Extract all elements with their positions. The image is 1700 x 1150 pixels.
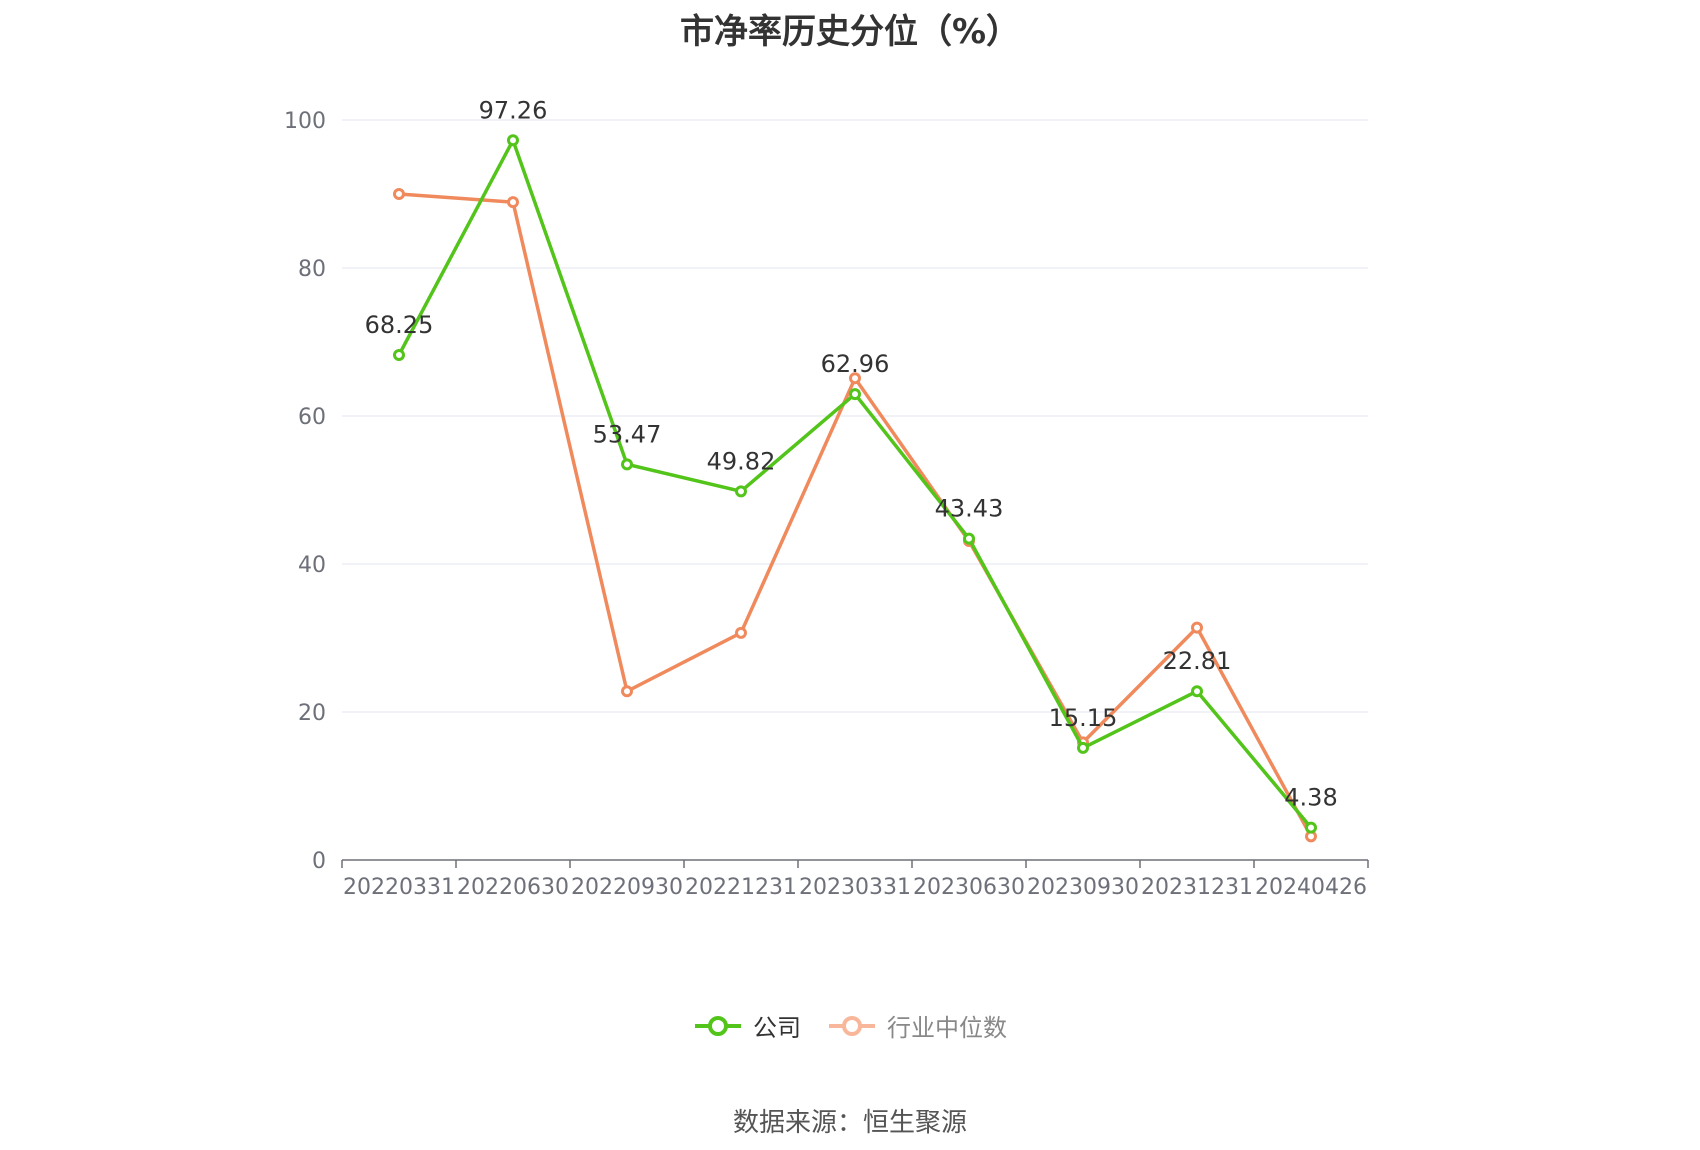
y-tick-label: 0 (312, 849, 326, 874)
company-point (1077, 741, 1089, 754)
industry-point (393, 188, 405, 200)
data-label: 62.96 (821, 350, 890, 378)
company-point (1191, 685, 1203, 698)
company-point (621, 458, 633, 471)
company-point (735, 485, 747, 498)
company-point (1305, 821, 1317, 834)
data-label: 15.15 (1049, 704, 1118, 732)
data-label: 4.38 (1284, 784, 1337, 812)
company-point (393, 348, 405, 361)
y-tick-label: 80 (298, 257, 326, 282)
x-tick-label: 20231231 (1141, 875, 1253, 900)
data-label: 43.43 (935, 495, 1004, 523)
industry-point (735, 626, 747, 639)
x-tick-label: 20230331 (799, 875, 911, 900)
industry-line (398, 192, 1313, 838)
company-point (963, 532, 975, 545)
y-tick-label: 40 (298, 553, 326, 578)
company-point (507, 134, 519, 147)
x-axis: 20220331 20220630 20220930 20221231 20230331… (341, 859, 1369, 900)
company-line (397, 138, 1313, 829)
y-tick-label: 60 (298, 405, 326, 430)
legend-industry-icon (829, 1015, 875, 1036)
grid-lines (342, 119, 1368, 713)
x-tick-label: 20220930 (571, 875, 683, 900)
industry-point (507, 196, 519, 209)
legend-item-industry[interactable]: 行业中位数 (827, 1008, 1007, 1043)
x-tick-label: 20230630 (913, 875, 1025, 900)
industry-point (621, 685, 633, 698)
y-tick-label: 100 (284, 109, 326, 134)
x-tick-label: 20220331 (343, 875, 455, 900)
x-tick-label: 20221231 (685, 875, 797, 900)
legend-item-company[interactable]: 公司 (693, 1008, 801, 1043)
legend: 公司 行业中位数 (0, 1008, 1700, 1043)
x-tick-label: 20240426 (1255, 875, 1367, 900)
y-axis: 0 20 40 60 80 100 (284, 109, 326, 874)
data-label: 68.25 (365, 311, 434, 339)
x-tick-label: 20220630 (457, 875, 569, 900)
series-layer (393, 134, 1317, 843)
legend-industry-label: 行业中位数 (887, 1014, 1007, 1042)
data-source: 数据来源：恒生聚源 (732, 1108, 967, 1138)
legend-company-icon (695, 1015, 741, 1036)
data-label: 49.82 (707, 447, 776, 475)
company-point (849, 388, 861, 401)
industry-point (849, 372, 861, 385)
data-labels: 68.25 97.26 53.47 49.82 62.96 43.43 15.15 22.81… (365, 96, 1338, 811)
y-tick-label: 20 (298, 701, 326, 726)
data-label: 97.26 (479, 96, 548, 124)
industry-point (1191, 621, 1203, 634)
data-label: 22.81 (1163, 647, 1232, 675)
chart-title: 市净率历史分位（%） (679, 12, 1021, 52)
legend-company-label: 公司 (753, 1014, 801, 1042)
data-label: 53.47 (593, 420, 662, 448)
x-tick-label: 20230930 (1027, 875, 1139, 900)
